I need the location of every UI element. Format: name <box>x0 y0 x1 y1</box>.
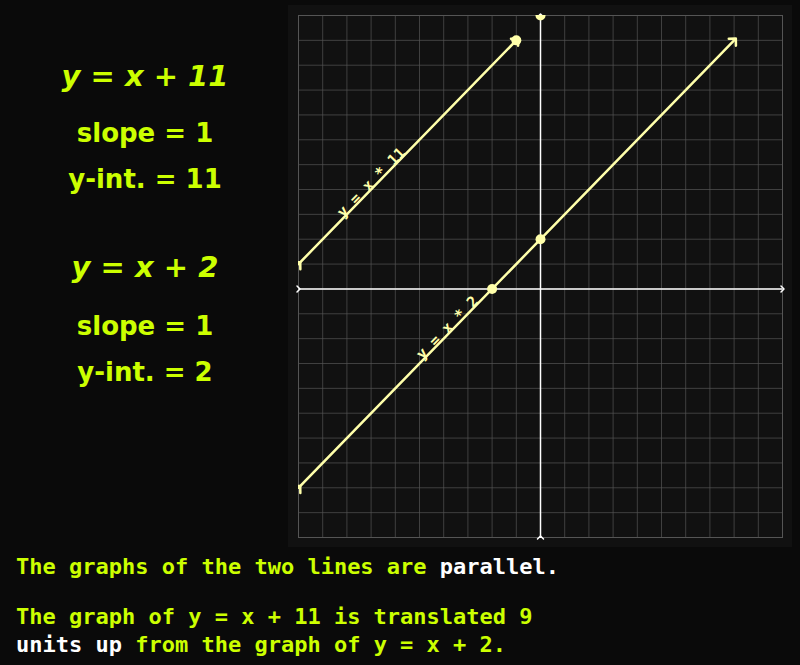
svg-text:y = x * 2: y = x * 2 <box>413 292 483 363</box>
html-text:y = x + 11: y = x + 11 <box>61 59 229 93</box>
html-text:y = x + 2: y = x + 2 <box>71 250 219 284</box>
html-text:y-int. = 11: y-int. = 11 <box>68 164 222 194</box>
html-text:units up from the graph of y =: units up from the graph of y = x + 2. <box>16 632 507 657</box>
html-text:slope = 1: slope = 1 <box>76 311 214 341</box>
html-text:The graphs of the two lines ar: The graphs of the two lines are parallel… <box>16 554 560 579</box>
html-text:y-int. = 2: y-int. = 2 <box>77 357 213 387</box>
html-text:The graph of y = x + 11 is tra: The graph of y = x + 11 is translated 9 <box>16 604 533 629</box>
svg-text:y = x * 11: y = x * 11 <box>333 144 409 221</box>
html-text:slope = 1: slope = 1 <box>76 118 214 148</box>
